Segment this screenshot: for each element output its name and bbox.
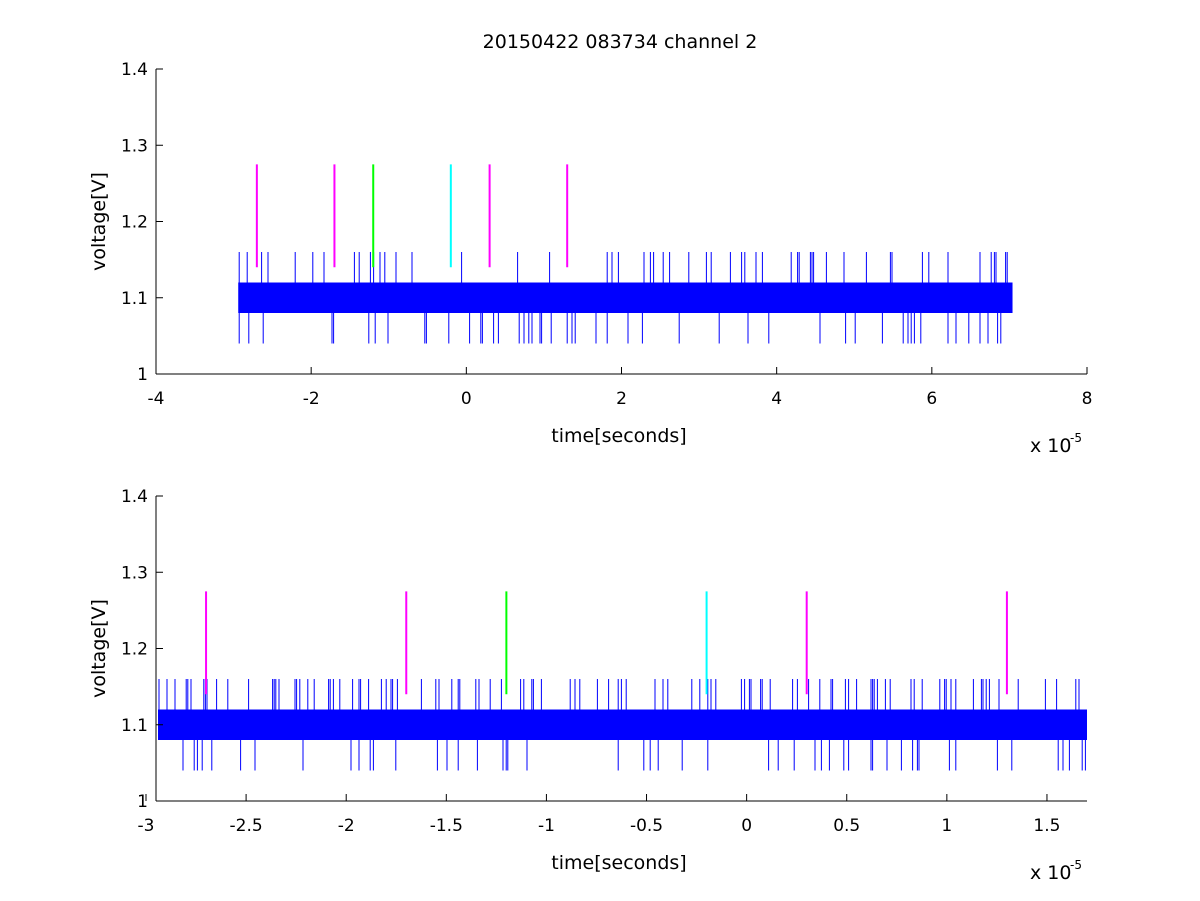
y-tick-label: 1.4 <box>121 487 148 507</box>
x-tick-label: 0.5 <box>833 816 860 836</box>
x-tick-label: 1 <box>941 816 952 836</box>
figure-title: 20150422 083734 channel 2 <box>483 31 758 53</box>
x-axis-label: time[seconds] <box>551 852 686 874</box>
voltage-band <box>238 282 1013 313</box>
x-tick-label: 8 <box>1082 389 1093 409</box>
x-axis-label: time[seconds] <box>551 425 686 447</box>
y-axis-label: voltage[V] <box>88 599 110 698</box>
voltage-spikes-down <box>182 740 1086 771</box>
y-tick-label: 1.4 <box>121 60 148 80</box>
x-tick-label: -3 <box>138 816 155 836</box>
x-tick-label: -0.5 <box>630 816 663 836</box>
x-tick-label: 0 <box>741 816 752 836</box>
voltage-spikes-up <box>158 679 1080 710</box>
x-tick-label: -4 <box>148 389 165 409</box>
y-tick-label: 1.3 <box>121 563 148 583</box>
y-tick-label: 1.2 <box>121 213 148 233</box>
voltage-trace <box>158 679 1088 771</box>
x-exponent: -5 <box>1070 431 1082 445</box>
x-tick-label: 0 <box>461 389 472 409</box>
x-tick-label: 2 <box>616 389 627 409</box>
x-tick-label: -1.5 <box>430 816 463 836</box>
bottom-plot: -3 -2.5 -2 -1.5 -1 -0.5 0 0.5 1 1.5 1 1.1 1.2 1.3 1.4 t… <box>88 487 1088 884</box>
x-exponent: -5 <box>1070 858 1082 872</box>
y-tick-label: 1.1 <box>121 289 148 309</box>
x-tick-label: -2 <box>303 389 320 409</box>
x-tick-label: 1.5 <box>1033 816 1060 836</box>
x-tick-label: 6 <box>926 389 937 409</box>
voltage-trace <box>238 252 1013 344</box>
x-tick-label: -2.5 <box>230 816 263 836</box>
y-tick-label: 1.2 <box>121 640 148 660</box>
top-plot: -4 -2 0 2 4 6 8 1 1.1 1.2 1.3 1.4 time[seconds] volta… <box>88 60 1092 457</box>
x-tick-label: -1 <box>538 816 555 836</box>
y-axis-label: voltage[V] <box>88 172 110 271</box>
x-exponent-multiplier: x 10 <box>1030 862 1071 884</box>
voltage-spikes-up <box>238 252 1008 283</box>
voltage-spikes-down <box>238 313 1002 344</box>
voltage-band <box>158 709 1088 740</box>
y-tick-label: 1.3 <box>121 136 148 156</box>
x-tick-label: -2 <box>338 816 355 836</box>
x-tick-label: 4 <box>771 389 782 409</box>
y-tick-label: 1 <box>137 792 148 812</box>
x-exponent-multiplier: x 10 <box>1030 435 1071 457</box>
y-tick-label: 1 <box>137 365 148 385</box>
y-tick-label: 1.1 <box>121 716 148 736</box>
